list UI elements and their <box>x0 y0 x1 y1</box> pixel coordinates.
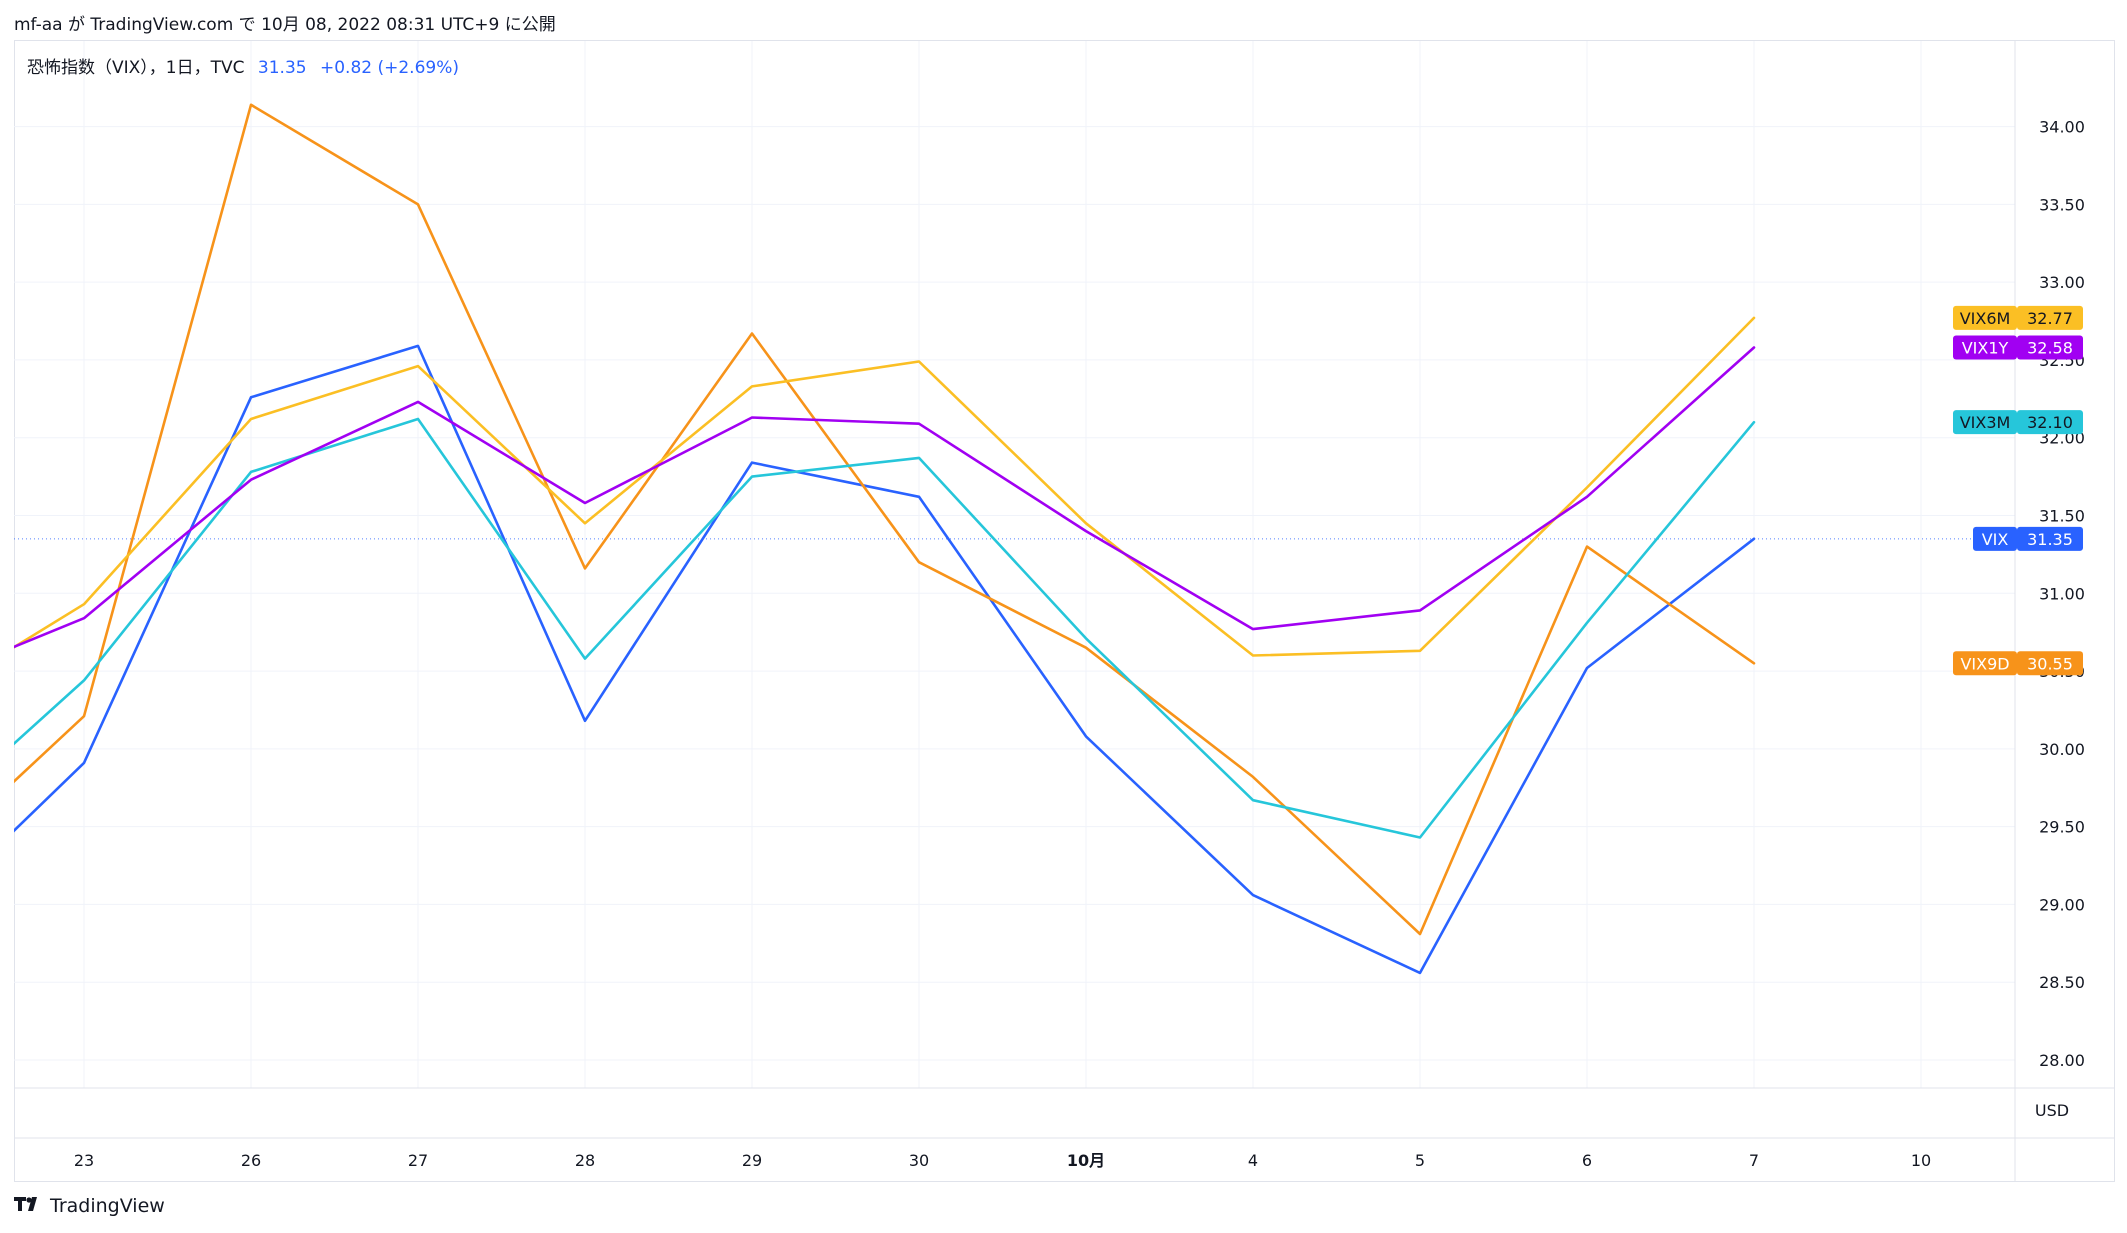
price-tag-name: VIX3M <box>1960 413 2011 432</box>
price-tag-value-bg <box>2017 410 2083 435</box>
price-tag-name-bg <box>1973 526 2017 551</box>
grid <box>14 41 2015 1088</box>
symbol-legend[interactable]: 恐怖指数（VIX），1日，TVC 31.35 +0.82 (+2.69%) <box>27 53 459 78</box>
price-tag-name-bg <box>1953 335 2017 360</box>
series-line-vix1y <box>14 346 1756 649</box>
y-tick-label: 28.00 <box>2039 1051 2085 1070</box>
price-tag-vix: VIX 31.35 <box>1973 526 2083 551</box>
y-tick-label: 31.50 <box>2039 506 2085 525</box>
x-tick-label: 5 <box>1415 1151 1425 1170</box>
x-tick-label: 10月 <box>1067 1151 1105 1170</box>
price-tag-name: VIX1Y <box>1962 338 2009 357</box>
price-tag-value: 32.58 <box>2027 338 2073 357</box>
x-tick-label: 26 <box>241 1151 261 1170</box>
x-tick-label: 30 <box>909 1151 929 1170</box>
price-tag-value: 31.35 <box>2027 530 2073 549</box>
y-tick-label: 34.00 <box>2039 118 2085 137</box>
price-tag-value-bg <box>2017 305 2083 330</box>
x-tick-label: 27 <box>408 1151 428 1170</box>
price-tag-value: 32.10 <box>2027 413 2073 432</box>
x-tick-label: 10 <box>1911 1151 1931 1170</box>
series-line-vix6m <box>14 316 1756 657</box>
series-line-vix3m <box>14 417 1756 839</box>
price-tag-vix6m: VIX6M 32.77 <box>1953 305 2083 330</box>
price-tag-vix9d: VIX9D 30.55 <box>1953 651 2083 676</box>
y-tick-label: 33.00 <box>2039 273 2085 292</box>
y-tick-label: 29.50 <box>2039 818 2085 837</box>
price-tag-name-bg <box>1953 651 2017 676</box>
axes: 28.0028.5029.0029.5030.0030.5031.0031.50… <box>14 41 2115 1182</box>
price-tag-value-bg <box>2017 651 2083 676</box>
price-tag-value-bg <box>2017 526 2083 551</box>
x-tick-label: 29 <box>742 1151 762 1170</box>
y-tick-label: 29.00 <box>2039 895 2085 914</box>
price-tag-name-bg <box>1953 305 2017 330</box>
x-tick-label: 6 <box>1582 1151 1592 1170</box>
series-line-vix9d <box>14 103 1756 936</box>
x-tick-label: 7 <box>1749 1151 1759 1170</box>
x-tick-label: 23 <box>74 1151 94 1170</box>
price-tag-value: 30.55 <box>2027 654 2073 673</box>
y-tick-label: 33.50 <box>2039 195 2085 214</box>
y-tick-label: 31.00 <box>2039 584 2085 603</box>
price-tag-name: VIX9D <box>1960 654 2009 673</box>
x-tick-label: 28 <box>575 1151 595 1170</box>
y-tick-label: 28.50 <box>2039 973 2085 992</box>
footer-brand-label: TradingView <box>50 1195 165 1217</box>
price-tag-value-bg <box>2017 335 2083 360</box>
price-tag-vix1y: VIX1Y 32.58 <box>1953 335 2083 360</box>
y-tick-label: 30.00 <box>2039 740 2085 759</box>
price-tag-name: VIX <box>1982 530 2009 549</box>
legend-change: +0.82 (+2.69%) <box>319 58 459 78</box>
series-line-vix <box>14 344 1756 975</box>
y-unit-label: USD <box>2035 1101 2069 1120</box>
price-tag-value: 32.77 <box>2027 309 2073 328</box>
publish-caption: mf-aa が TradingView.com で 10月 08, 2022 0… <box>14 15 556 35</box>
footer-brand[interactable]: TradingView <box>14 1194 165 1218</box>
x-tick-label: 4 <box>1248 1151 1258 1170</box>
series-lines <box>14 103 2015 975</box>
tradingview-logo-icon <box>14 1194 44 1218</box>
price-tag-name: VIX6M <box>1960 309 2011 328</box>
price-tag-vix3m: VIX3M 32.10 <box>1953 410 2083 435</box>
legend-value: 31.35 <box>257 58 307 78</box>
chart-frame <box>14 40 2115 1182</box>
price-tag-name-bg <box>1953 410 2017 435</box>
legend-title: 恐怖指数（VIX），1日，TVC <box>27 58 245 78</box>
